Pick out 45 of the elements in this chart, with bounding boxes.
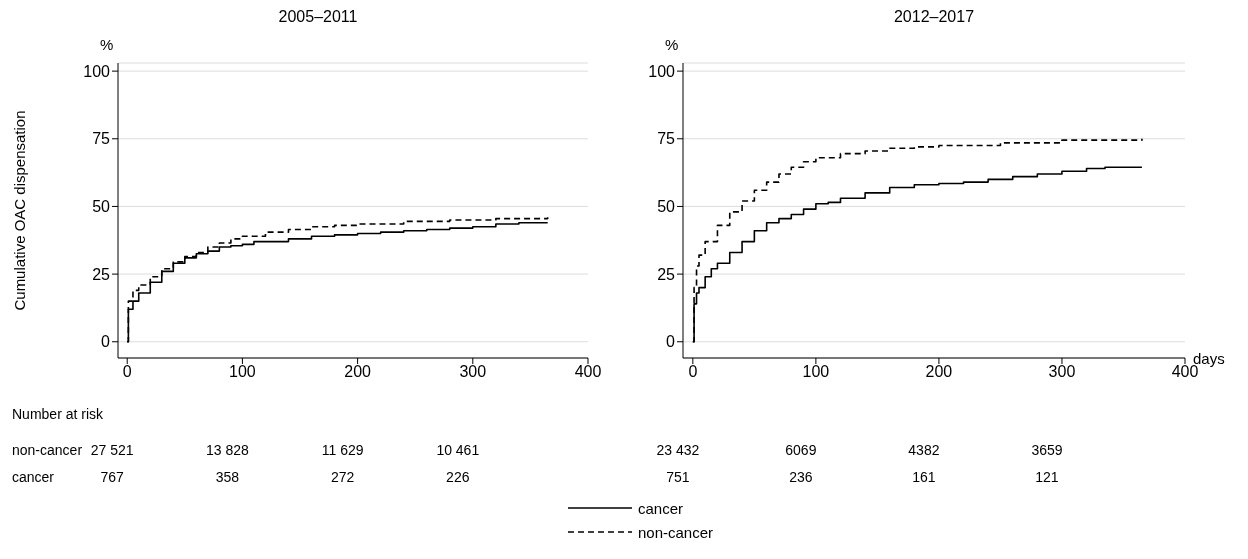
text: 23 432 — [655, 442, 701, 458]
x-tick-label: 200 — [925, 363, 953, 381]
y-tick-label: 75 — [92, 130, 111, 148]
x-tick-label: 100 — [802, 363, 830, 381]
text: 27 521 — [90, 442, 134, 458]
text: 13 828 — [205, 442, 250, 458]
text: cancer — [12, 469, 55, 485]
text: non-cancer — [12, 442, 83, 458]
legend-label: cancer — [638, 499, 684, 517]
y-tick-label: 25 — [657, 265, 676, 283]
text: 6069 — [784, 442, 818, 458]
y-tick-label: 100 — [648, 62, 676, 80]
y-tick-label: 0 — [666, 333, 676, 351]
chart-title: 2005–2011 — [278, 8, 358, 25]
y-tick-label: 0 — [101, 333, 111, 351]
y-tick-label: 100 — [83, 62, 111, 80]
text: Number at risk — [12, 406, 104, 422]
text: 11 629 — [320, 442, 365, 458]
x-tick-label: 0 — [122, 363, 132, 381]
y-tick-label: 75 — [657, 130, 676, 148]
y-tick-label: 50 — [92, 198, 111, 216]
y-tick-label: 50 — [657, 198, 676, 216]
x-tick-label: 200 — [344, 363, 372, 381]
text: 358 — [214, 469, 241, 485]
text: 121 — [1034, 469, 1060, 485]
y-tick-label: 25 — [92, 265, 111, 283]
text: 236 — [788, 469, 814, 485]
text: 226 — [445, 469, 471, 485]
x-tick-label: 100 — [229, 363, 256, 381]
text: 767 — [99, 469, 125, 485]
x-tick-label: 300 — [1048, 363, 1076, 381]
text: 272 — [329, 469, 356, 485]
text: 10 461 — [435, 442, 481, 458]
text: 161 — [911, 469, 937, 485]
x-tick-label: 400 — [574, 363, 602, 381]
x-tick-label: 300 — [459, 363, 487, 381]
chart-title: 2012–2017 — [893, 8, 975, 25]
text: 3659 — [1030, 442, 1064, 458]
text: % — [100, 36, 114, 53]
x-tick-label: 0 — [688, 363, 698, 381]
legend-label: non-cancer — [638, 523, 714, 541]
y-axis-title: Cumulative OAC dispensation — [11, 110, 29, 311]
text: % — [665, 36, 679, 53]
text: 751 — [665, 469, 691, 485]
text: 4382 — [907, 442, 941, 458]
